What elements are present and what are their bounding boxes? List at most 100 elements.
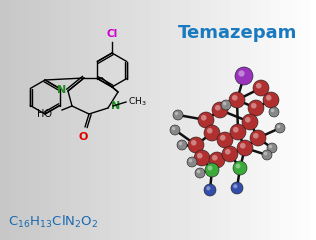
Circle shape xyxy=(208,166,212,170)
Circle shape xyxy=(236,164,240,168)
Circle shape xyxy=(221,100,231,110)
Bar xyxy=(240,0,250,240)
Bar xyxy=(190,0,200,240)
Bar xyxy=(260,0,270,240)
Bar xyxy=(160,0,170,240)
Circle shape xyxy=(220,135,226,141)
Circle shape xyxy=(225,149,231,155)
Circle shape xyxy=(179,142,182,145)
Bar xyxy=(60,0,70,240)
Circle shape xyxy=(275,123,285,133)
Circle shape xyxy=(235,67,253,85)
Circle shape xyxy=(223,102,226,105)
Circle shape xyxy=(233,184,237,188)
Circle shape xyxy=(266,95,271,101)
Circle shape xyxy=(263,92,279,108)
Circle shape xyxy=(251,103,257,108)
Circle shape xyxy=(253,80,269,96)
Bar xyxy=(100,0,110,240)
Bar xyxy=(150,0,160,240)
Bar xyxy=(220,0,230,240)
Circle shape xyxy=(217,132,233,148)
Circle shape xyxy=(212,155,217,161)
Bar xyxy=(270,0,280,240)
Bar xyxy=(70,0,80,240)
Circle shape xyxy=(215,105,221,111)
Circle shape xyxy=(264,152,267,155)
Circle shape xyxy=(262,150,272,160)
Circle shape xyxy=(207,128,213,133)
Bar xyxy=(90,0,100,240)
Circle shape xyxy=(233,127,239,132)
Circle shape xyxy=(277,125,280,128)
Circle shape xyxy=(232,95,238,101)
Circle shape xyxy=(212,102,228,118)
Bar xyxy=(10,0,20,240)
Circle shape xyxy=(205,163,219,177)
Text: $\mathsf{C_{16}H_{13}ClN_2O_2}$: $\mathsf{C_{16}H_{13}ClN_2O_2}$ xyxy=(8,214,99,230)
Bar xyxy=(210,0,220,240)
Text: O: O xyxy=(78,132,88,142)
Circle shape xyxy=(267,143,277,153)
Circle shape xyxy=(204,125,220,141)
Circle shape xyxy=(256,83,262,89)
Circle shape xyxy=(231,182,243,194)
Circle shape xyxy=(198,112,214,128)
Circle shape xyxy=(238,70,245,77)
Circle shape xyxy=(197,153,203,159)
Bar xyxy=(140,0,150,240)
Bar xyxy=(110,0,120,240)
Circle shape xyxy=(191,140,197,145)
Text: HO: HO xyxy=(37,109,52,119)
Bar xyxy=(280,0,290,240)
Bar xyxy=(120,0,130,240)
Bar xyxy=(290,0,300,240)
Circle shape xyxy=(197,170,200,173)
Bar xyxy=(130,0,140,240)
Circle shape xyxy=(229,92,245,108)
Text: CH$_3$: CH$_3$ xyxy=(128,96,147,108)
Circle shape xyxy=(188,137,204,153)
Circle shape xyxy=(209,152,225,168)
Circle shape xyxy=(269,145,272,148)
Circle shape xyxy=(170,125,180,135)
Bar xyxy=(80,0,90,240)
Circle shape xyxy=(253,133,258,138)
Bar xyxy=(310,0,316,240)
Circle shape xyxy=(195,168,205,178)
Text: N: N xyxy=(58,85,67,95)
Circle shape xyxy=(204,184,216,196)
Circle shape xyxy=(222,146,238,162)
Bar xyxy=(30,0,40,240)
Circle shape xyxy=(233,161,247,175)
Circle shape xyxy=(245,117,251,123)
Bar xyxy=(170,0,180,240)
Text: N: N xyxy=(111,101,120,111)
Circle shape xyxy=(189,159,192,162)
Circle shape xyxy=(172,127,175,130)
Circle shape xyxy=(194,150,210,166)
Bar xyxy=(40,0,50,240)
Bar xyxy=(20,0,30,240)
Circle shape xyxy=(230,124,246,140)
Bar xyxy=(180,0,190,240)
Text: Temazepam: Temazepam xyxy=(178,24,298,42)
Circle shape xyxy=(175,112,178,115)
Bar xyxy=(200,0,210,240)
Circle shape xyxy=(240,143,246,149)
Circle shape xyxy=(237,140,253,156)
Text: Cl: Cl xyxy=(106,29,118,39)
Circle shape xyxy=(242,114,258,130)
Circle shape xyxy=(248,100,264,116)
Circle shape xyxy=(187,157,197,167)
Circle shape xyxy=(269,107,279,117)
Bar xyxy=(230,0,240,240)
Circle shape xyxy=(206,186,210,190)
Bar xyxy=(250,0,260,240)
Bar xyxy=(50,0,60,240)
Circle shape xyxy=(250,130,266,146)
Bar xyxy=(300,0,310,240)
Bar xyxy=(0,0,10,240)
Circle shape xyxy=(177,140,187,150)
Circle shape xyxy=(201,115,207,120)
